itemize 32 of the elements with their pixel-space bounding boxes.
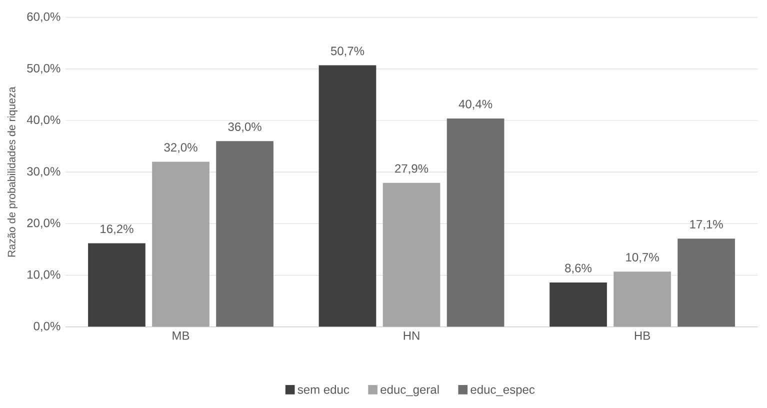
legend-label: educ_geral — [380, 384, 439, 396]
data-label: 8,6% — [565, 264, 592, 274]
bar — [446, 118, 504, 327]
bar — [152, 162, 210, 327]
bar — [550, 282, 607, 327]
y-tick-label: 10,0% — [28, 270, 60, 280]
data-label: 27,9% — [395, 164, 428, 174]
data-label: 36,0% — [228, 122, 262, 132]
data-label: 32,0% — [164, 143, 198, 153]
legend-label: educ_espec — [470, 384, 535, 396]
bar — [382, 182, 440, 327]
bar — [614, 272, 671, 327]
legend-label: sem educ — [298, 384, 350, 394]
bar — [318, 65, 376, 327]
data-label: 40,4% — [458, 100, 492, 110]
x-tick-label: HB — [634, 331, 650, 340]
y-tick-label: 0,0% — [34, 322, 60, 332]
data-label: 16,2% — [100, 224, 134, 234]
y-tick-label: 20,0% — [27, 218, 60, 229]
y-tick-label: 60,0% — [27, 12, 60, 22]
y-axis-title: Razão de probabilidades de riqueza — [8, 86, 18, 257]
data-label: 50,7% — [330, 46, 364, 57]
y-tick-label: 40,0% — [26, 115, 60, 126]
y-tick-label: 30,0% — [27, 167, 60, 177]
data-label: 10,7% — [626, 252, 659, 263]
bar — [216, 141, 274, 327]
x-tick-label: HN — [404, 331, 420, 340]
y-tick-label: 50,0% — [27, 64, 60, 74]
x-tick-label: MB — [172, 331, 190, 340]
bar — [88, 243, 146, 327]
data-label: 17,1% — [690, 220, 723, 230]
bar — [678, 238, 735, 327]
